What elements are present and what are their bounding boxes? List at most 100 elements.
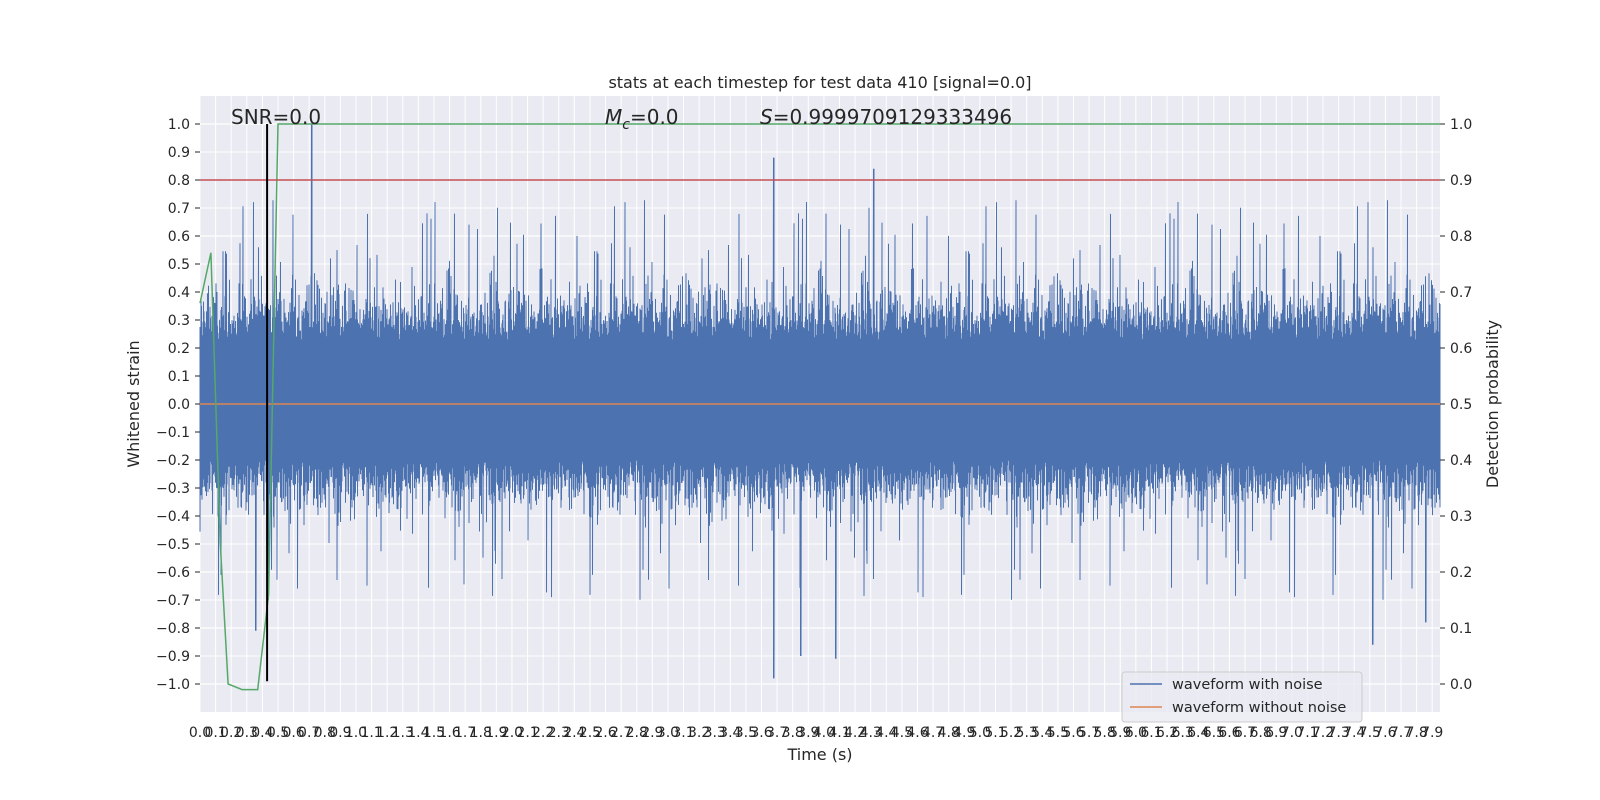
x-tick-label: 0.3 — [236, 725, 258, 741]
y-axis-label: Whitened strain — [124, 340, 143, 467]
x-tick-label: 4.4 — [875, 725, 897, 741]
x-tick-label: 2.5 — [579, 725, 601, 741]
y2-tick-label: 0.2 — [1450, 565, 1472, 581]
x-tick-label: 0.2 — [220, 725, 242, 741]
x-tick-label: 7.9 — [1421, 725, 1443, 741]
x-tick-label: 6.0 — [1125, 725, 1147, 741]
y-tick-label: −0.8 — [156, 621, 190, 637]
y-tick-label: 0.6 — [168, 229, 190, 245]
x-tick-label: 4.7 — [922, 725, 944, 741]
x-tick-label: 6.6 — [1218, 725, 1240, 741]
x-tick-label: 4.1 — [828, 725, 850, 741]
x-tick-label: 2.0 — [501, 725, 523, 741]
y2-tick-label: 0.6 — [1450, 341, 1472, 357]
x-tick-label: 5.9 — [1109, 725, 1131, 741]
x-tick-label: 1.1 — [360, 725, 382, 741]
annotation-mc: Mc=0.0 — [605, 105, 679, 133]
x-tick-label: 1.7 — [454, 725, 476, 741]
chart-title: stats at each timestep for test data 410… — [608, 73, 1031, 92]
x-tick-label: 0.6 — [282, 725, 304, 741]
x-tick-label: 0.4 — [251, 725, 273, 741]
x-tick-label: 4.0 — [813, 725, 835, 741]
x-tick-label: 7.6 — [1374, 725, 1396, 741]
x-tick-label: 2.8 — [626, 725, 648, 741]
x-tick-label: 3.0 — [657, 725, 679, 741]
x-tick-label: 5.5 — [1047, 725, 1069, 741]
series-waveform-with-noise — [199, 123, 1441, 679]
x-tick-label: 4.5 — [891, 725, 913, 741]
y2-tick-label: 0.8 — [1450, 229, 1472, 245]
x-tick-label: 1.2 — [376, 725, 398, 741]
x-tick-label: 1.6 — [438, 725, 460, 741]
x-tick-label: 3.1 — [672, 725, 694, 741]
mc-symbol: M — [605, 105, 622, 129]
mc-value: =0.0 — [630, 105, 679, 129]
x-tick-label: 2.4 — [563, 725, 585, 741]
y-tick-label: −0.7 — [156, 593, 190, 609]
x-tick-label: 7.3 — [1327, 725, 1349, 741]
y2-tick-label: 0.3 — [1450, 509, 1472, 525]
y2-tick-label: 0.0 — [1450, 677, 1472, 693]
s-symbol: S — [760, 105, 773, 129]
x-tick-label: 5.8 — [1094, 725, 1116, 741]
y-tick-labels: −1.0 −0.9 −0.8 −0.7 −0.6 −0.5 −0.4 −0.3 −0.2 −0.1… — [156, 117, 200, 693]
x-tick-label: 6.7 — [1234, 725, 1256, 741]
y-tick-label: −1.0 — [156, 677, 190, 693]
x-tick-label: 5.4 — [1031, 725, 1053, 741]
x-tick-label: 6.8 — [1249, 725, 1271, 741]
x-tick-label: 1.4 — [407, 725, 429, 741]
s-value: =0.9999709129333496 — [773, 105, 1012, 129]
x-tick-label: 0.5 — [267, 725, 289, 741]
x-tick-label: 6.1 — [1140, 725, 1162, 741]
y2-tick-label: 1.0 — [1450, 117, 1472, 133]
x-tick-label: 3.6 — [750, 725, 772, 741]
x-tick-label: 5.3 — [1016, 725, 1038, 741]
x-tick-label: 6.5 — [1203, 725, 1225, 741]
detection-probability-line — [199, 123, 1440, 691]
annotation-snr: SNR=0.0 — [231, 105, 321, 129]
x-tick-label: 7.7 — [1390, 725, 1412, 741]
annotation-s: S=0.9999709129333496 — [760, 105, 1012, 129]
x-tick-label: 3.9 — [797, 725, 819, 741]
y-tick-label: −0.6 — [156, 565, 190, 581]
x-tick-label: 6.4 — [1187, 725, 1209, 741]
x-tick-label: 4.9 — [953, 725, 975, 741]
y2-tick-labels: 0.0 0.1 0.2 0.3 0.4 0.5 0.6 0.7 0.8 0.9 1.0 — [1440, 117, 1472, 693]
y2-axis-label: Detection probability — [1483, 320, 1502, 488]
x-tick-label: 7.1 — [1296, 725, 1318, 741]
y-tick-label: 1.0 — [168, 117, 190, 133]
y-tick-label: 0.8 — [168, 173, 190, 189]
noise-waveform-line — [199, 123, 1441, 679]
y-tick-label: 0.2 — [168, 341, 190, 357]
x-tick-label: 1.9 — [485, 725, 507, 741]
legend-box — [1121, 671, 1363, 723]
x-tick-label: 5.1 — [984, 725, 1006, 741]
x-tick-label: 6.9 — [1265, 725, 1287, 741]
x-tick-label: 3.8 — [782, 725, 804, 741]
legend: waveform with noise waveform without noi… — [1121, 671, 1363, 723]
x-tick-label: 5.0 — [969, 725, 991, 741]
x-tick-label: 0.8 — [314, 725, 336, 741]
x-tick-label: 4.6 — [906, 725, 928, 741]
x-tick-label: 2.2 — [532, 725, 554, 741]
x-tick-label: 5.2 — [1000, 725, 1022, 741]
series-lines — [199, 123, 1440, 691]
x-tick-label: 7.4 — [1343, 725, 1365, 741]
x-tick-label: 0.0 — [189, 725, 211, 741]
legend-label-clean: waveform without noise — [1172, 700, 1346, 716]
y-tick-label: 0.3 — [168, 313, 190, 329]
x-tick-label: 5.7 — [1078, 725, 1100, 741]
x-tick-label: 0.7 — [298, 725, 320, 741]
y2-tick-label: 0.7 — [1450, 285, 1472, 301]
x-tick-labels: 0.00.10.20.30.40.50.60.70.80.91.01.11.21… — [189, 725, 1443, 741]
y-tick-label: 0.4 — [168, 285, 190, 301]
x-tick-label: 4.2 — [844, 725, 866, 741]
y-tick-label: −0.4 — [156, 509, 190, 525]
x-tick-label: 2.7 — [610, 725, 632, 741]
y-tick-label: 0.0 — [168, 397, 190, 413]
x-tick-label: 7.2 — [1312, 725, 1334, 741]
x-tick-label: 2.1 — [516, 725, 538, 741]
y-tick-label: 0.1 — [168, 369, 190, 385]
x-tick-label: 3.4 — [719, 725, 741, 741]
